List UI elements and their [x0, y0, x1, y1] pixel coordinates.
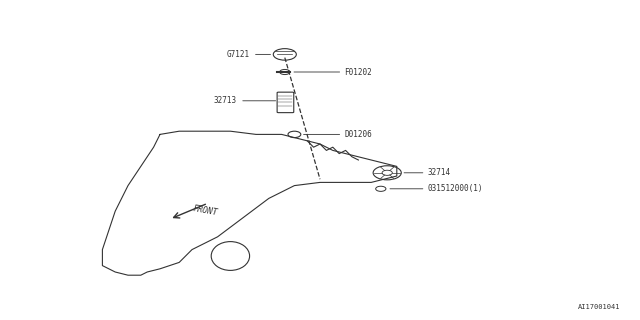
Text: 32714: 32714	[428, 168, 451, 177]
Text: AI17001041: AI17001041	[579, 304, 621, 310]
Text: D01206: D01206	[344, 130, 372, 139]
Text: 32713: 32713	[214, 96, 237, 105]
Text: G7121: G7121	[227, 50, 250, 59]
Text: 031512000(1): 031512000(1)	[428, 184, 483, 193]
Text: FRONT: FRONT	[192, 204, 218, 218]
Text: F01202: F01202	[344, 68, 372, 76]
